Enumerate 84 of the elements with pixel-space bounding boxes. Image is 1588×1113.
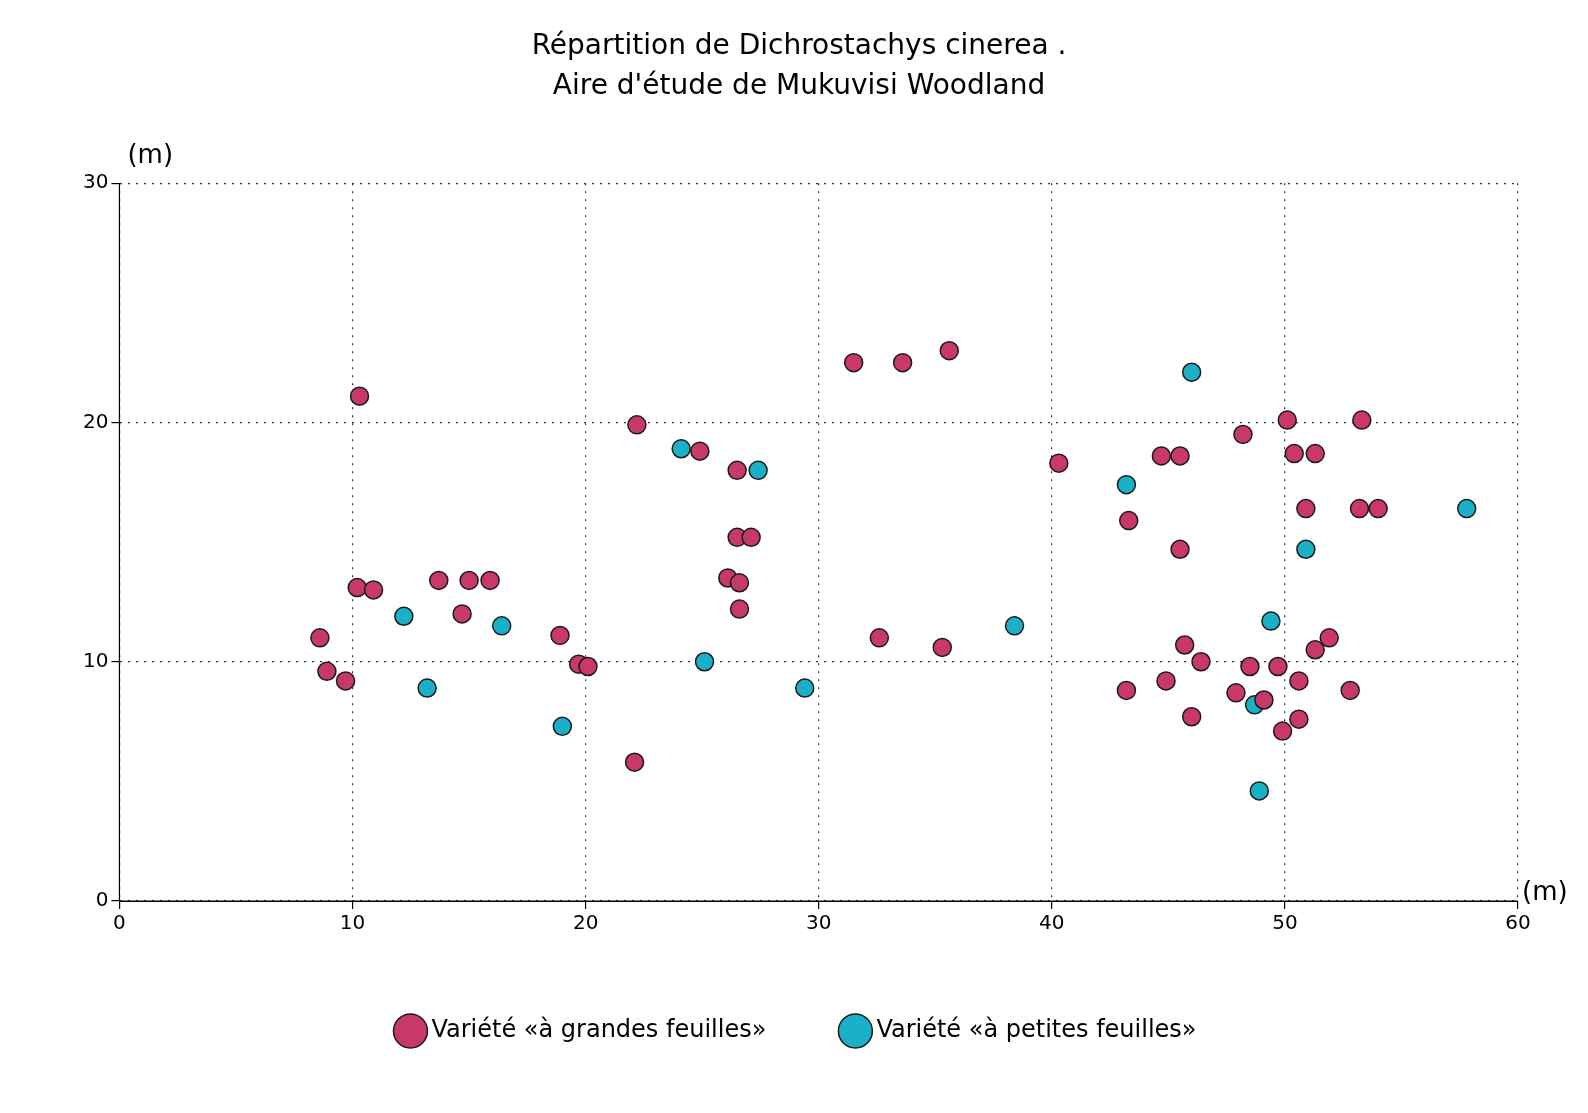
point <box>1289 709 1309 729</box>
point <box>694 651 715 672</box>
point <box>1268 656 1288 677</box>
legend-label: Variété «à petites feuilles» <box>876 1015 1197 1044</box>
y-tick-label: 0 <box>95 887 109 912</box>
point <box>729 599 750 619</box>
point <box>1305 640 1325 660</box>
point <box>1191 651 1211 672</box>
point <box>417 678 437 698</box>
point <box>1116 680 1137 701</box>
point <box>1340 680 1360 701</box>
point <box>1456 498 1477 519</box>
point <box>1156 671 1176 691</box>
point <box>1349 498 1370 519</box>
point <box>349 386 370 406</box>
point <box>1004 616 1025 636</box>
point <box>932 637 953 658</box>
point <box>1249 781 1270 801</box>
x-tick-label: 40 <box>1039 910 1065 935</box>
point <box>939 340 960 361</box>
x-tick-label: 10 <box>339 910 366 935</box>
point <box>1289 671 1309 691</box>
x-tick-label: 30 <box>806 910 832 935</box>
point <box>310 628 330 648</box>
point <box>394 606 414 627</box>
point <box>624 752 645 772</box>
point <box>1368 498 1388 519</box>
y-tick-label: 30 <box>83 169 109 194</box>
point <box>1174 635 1195 655</box>
point <box>794 678 815 698</box>
point <box>480 570 500 591</box>
point <box>627 415 647 435</box>
point <box>1305 443 1325 464</box>
point <box>727 460 747 481</box>
point <box>1118 510 1139 531</box>
point <box>578 656 598 677</box>
point <box>317 661 337 682</box>
point <box>1233 424 1253 445</box>
y-tick-label: 10 <box>83 647 109 672</box>
point <box>347 577 367 598</box>
point <box>741 527 761 548</box>
point <box>1170 446 1190 466</box>
point <box>1296 498 1316 519</box>
point <box>843 352 864 373</box>
point <box>729 573 750 593</box>
point <box>363 580 384 600</box>
x-tick-label: 50 <box>1272 910 1298 935</box>
x-axis-title: (m) <box>1522 875 1568 906</box>
point <box>1181 362 1202 382</box>
chart-subtitle: Aire d'étude de Mukuvisi Woodland <box>552 67 1046 101</box>
point <box>1272 721 1293 741</box>
point <box>1226 683 1246 703</box>
point <box>491 616 512 636</box>
point <box>748 460 768 481</box>
point <box>429 570 449 591</box>
point <box>1352 410 1372 430</box>
point <box>1181 707 1202 727</box>
point <box>1261 611 1281 631</box>
point <box>1254 690 1274 710</box>
chart-title: Répartition de Dichrostachys cinerea . <box>531 28 1067 62</box>
y-tick-label: 20 <box>83 408 109 433</box>
point <box>335 671 356 691</box>
x-tick-label: 60 <box>1505 910 1531 935</box>
point <box>1284 443 1304 464</box>
y-axis-title: (m) <box>127 138 174 169</box>
point <box>1296 539 1316 560</box>
point <box>1116 474 1137 495</box>
point <box>869 628 890 648</box>
point <box>1319 628 1339 648</box>
point <box>892 352 913 373</box>
point <box>671 439 691 459</box>
legend-label: Variété «à grandes feuilles» <box>431 1015 767 1044</box>
point <box>459 570 479 591</box>
point <box>1277 410 1297 430</box>
point <box>1151 446 1172 466</box>
point <box>1240 656 1260 677</box>
point <box>1170 539 1190 560</box>
point <box>1049 453 1069 473</box>
point <box>550 625 570 646</box>
point <box>690 441 710 461</box>
x-tick-label: 0 <box>113 910 126 935</box>
x-tick-label: 20 <box>572 910 599 935</box>
point <box>552 716 573 737</box>
point <box>452 604 472 624</box>
